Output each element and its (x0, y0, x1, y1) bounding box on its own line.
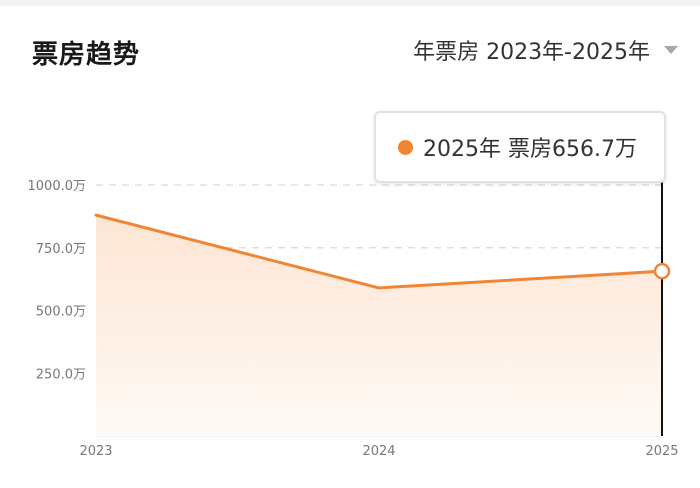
series-line (94, 213, 664, 290)
x-tick-label: 2025 (645, 444, 678, 459)
tooltip-text: 2025年 票房656.7万 (423, 137, 637, 162)
year-range-dropdown[interactable]: 年票房 2023年-2025年 (413, 34, 678, 66)
data-tooltip: 2025年 票房656.7万 (374, 111, 666, 183)
highlighted-data-point (653, 262, 671, 280)
y-tick-label: 250.0万 (36, 367, 86, 382)
top-strip (0, 0, 700, 6)
series-area (96, 215, 662, 436)
card-header: 票房趋势 年票房 2023年-2025年 (0, 28, 700, 76)
y-tick-label: 1000.0万 (28, 179, 87, 194)
year-range-label: 年票房 2023年-2025年 (413, 40, 650, 65)
x-tick-label: 2023 (79, 444, 112, 459)
y-tick-label: 750.0万 (36, 242, 86, 257)
series-dot-icon (398, 139, 413, 155)
chevron-down-icon (664, 46, 678, 54)
y-tick-label: 500.0万 (36, 305, 86, 320)
x-tick-label: 2024 (362, 444, 395, 459)
card-title: 票房趋势 (32, 40, 141, 70)
